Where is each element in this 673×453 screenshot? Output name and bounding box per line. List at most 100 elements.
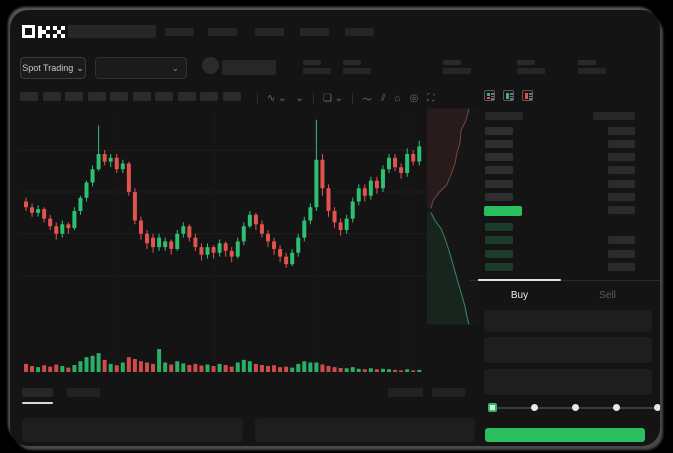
volume-bar <box>332 367 337 372</box>
volume-bar <box>36 367 41 372</box>
ticker-stat <box>443 60 471 74</box>
volume-bar <box>193 363 198 372</box>
nav-item-placeholder[interactable] <box>255 28 284 36</box>
timeframe-tab-placeholder[interactable] <box>20 92 38 101</box>
last-price-indicator[interactable] <box>484 206 522 216</box>
slider-stop-1[interactable] <box>531 404 538 411</box>
candle-body <box>126 163 131 192</box>
volume-bar <box>266 366 270 372</box>
timeframe-tab-placeholder[interactable] <box>42 92 61 101</box>
chart-type-icon[interactable]: ∿ ⌄ <box>267 92 287 104</box>
candle-body <box>326 188 331 211</box>
volume-bar <box>181 363 186 372</box>
ask-row[interactable] <box>485 127 513 135</box>
ask-row[interactable] <box>485 166 513 174</box>
volume-bar <box>72 364 77 372</box>
timeframe-tab-placeholder[interactable] <box>177 92 196 101</box>
orderbook-bids-icon[interactable] <box>503 90 514 101</box>
settings-icon[interactable]: ◎ <box>409 92 419 104</box>
nav-item-placeholder[interactable] <box>300 28 329 36</box>
tab-buy[interactable]: Buy <box>510 290 529 301</box>
amount-input[interactable] <box>484 337 652 363</box>
ask-row[interactable] <box>485 180 513 188</box>
candle-body <box>181 226 186 234</box>
bottom-tab-open-orders[interactable] <box>22 388 53 397</box>
volume-bar <box>175 361 180 372</box>
candle-body <box>108 157 113 162</box>
candle-body <box>247 214 252 227</box>
active-tab-underline <box>478 279 561 281</box>
bid-amount-row[interactable] <box>608 263 635 271</box>
ask-amount-row[interactable] <box>608 140 635 148</box>
ask-row[interactable] <box>485 153 513 161</box>
ask-amount-row[interactable] <box>608 166 635 174</box>
depth-bids-line <box>430 212 470 325</box>
orderbook-asks-icon[interactable] <box>522 90 533 101</box>
timeframe-tab-placeholder[interactable] <box>155 92 173 101</box>
fullscreen-icon[interactable]: ⛶ <box>427 92 435 104</box>
total-input[interactable] <box>484 369 652 395</box>
volume-bar <box>199 365 204 372</box>
bottom-control-1[interactable] <box>388 388 423 397</box>
ask-amount-row[interactable] <box>608 127 635 135</box>
ask-row[interactable] <box>485 193 513 201</box>
timeframe-tab-placeholder[interactable] <box>65 92 83 101</box>
slider-stop-3[interactable] <box>613 404 620 411</box>
amount-slider[interactable] <box>488 403 660 412</box>
tab-sell[interactable]: Sell <box>599 290 616 301</box>
slider-stop-2[interactable] <box>572 404 579 411</box>
ask-amount-row[interactable] <box>608 193 635 201</box>
depth-chart[interactable] <box>427 108 479 325</box>
volume-bar <box>374 369 379 372</box>
volume-bar <box>387 369 391 372</box>
slider-stop-4[interactable] <box>654 404 660 411</box>
buy-submit-button[interactable] <box>485 428 645 442</box>
volume-bar <box>223 364 228 372</box>
timeframe-dropdown-icon[interactable]: ⌄ <box>295 92 304 104</box>
market-type-selector[interactable]: Spot Trading ⌄ <box>20 57 86 79</box>
nav-item-placeholder[interactable] <box>345 28 374 36</box>
ask-row[interactable] <box>485 140 513 148</box>
timeframe-tab-placeholder[interactable] <box>200 92 218 101</box>
nav-item-placeholder[interactable] <box>165 28 194 36</box>
candle-body <box>405 154 410 173</box>
price-input[interactable] <box>484 310 652 332</box>
volume-bar <box>211 366 216 372</box>
bid-amount-row[interactable] <box>608 236 635 244</box>
bid-row[interactable] <box>485 263 513 271</box>
compare-icon[interactable]: ❏ ⌄ <box>322 92 344 104</box>
bid-row[interactable] <box>485 236 513 244</box>
timeframe-tab-placeholder[interactable] <box>222 92 241 101</box>
ask-amount-row[interactable] <box>608 153 635 161</box>
bottom-control-2[interactable] <box>432 388 465 397</box>
ticker-stat <box>303 60 331 74</box>
candle-body <box>417 146 422 162</box>
timeframe-tab-placeholder[interactable] <box>132 92 151 101</box>
ask-amount-row[interactable] <box>608 180 635 188</box>
bid-row[interactable] <box>485 223 513 231</box>
timeframe-tab-placeholder[interactable] <box>87 92 106 101</box>
timeframe-tab-placeholder[interactable] <box>110 92 128 101</box>
orders-table-placeholder <box>22 418 243 442</box>
volume-bar <box>205 364 210 372</box>
pair-selector-dropdown[interactable]: ⌄ <box>95 57 187 79</box>
bid-amount-row[interactable] <box>608 250 635 258</box>
volume-bar <box>235 362 240 372</box>
slider-stop-0[interactable] <box>488 403 497 412</box>
candle-body <box>223 243 228 251</box>
candle-body <box>368 180 373 196</box>
ask-amount-row[interactable] <box>608 206 635 214</box>
bottom-tab-order-history[interactable] <box>67 388 100 397</box>
snapshot-icon[interactable]: ⌂ <box>394 92 401 104</box>
volume-bar <box>102 359 107 372</box>
candle-body <box>344 218 349 230</box>
drawing-tools-icon[interactable]: ⫽ <box>381 92 386 104</box>
candle-body <box>60 224 65 234</box>
volume-bar <box>399 370 404 372</box>
candlestick-chart[interactable] <box>20 110 428 378</box>
indicator-icon[interactable]: 〜 <box>362 94 373 106</box>
bid-row[interactable] <box>485 250 513 258</box>
candle-body <box>163 241 168 248</box>
nav-item-placeholder[interactable] <box>208 28 237 36</box>
orderbook-combined-icon[interactable] <box>484 90 495 101</box>
